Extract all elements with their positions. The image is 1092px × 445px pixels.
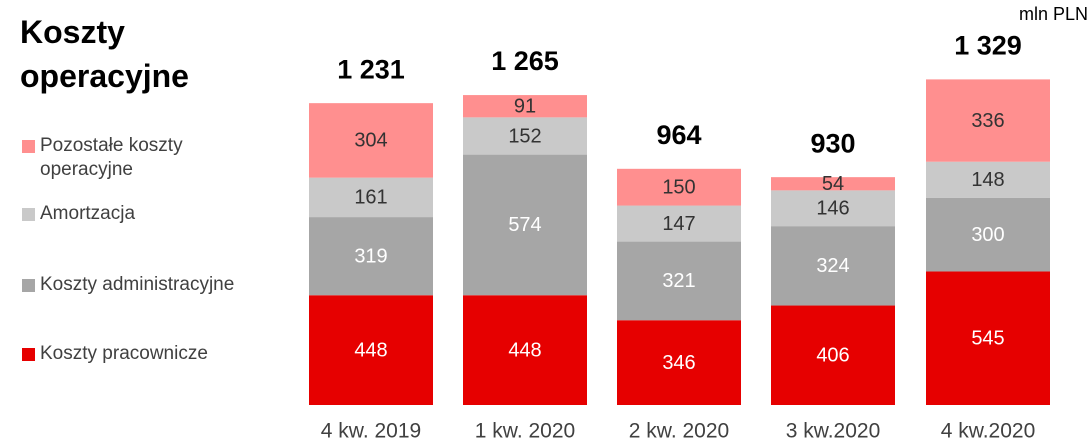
total-label: 1 265 — [491, 46, 559, 76]
value-label: 54 — [822, 173, 844, 195]
value-label: 574 — [508, 214, 541, 236]
value-label: 91 — [514, 96, 536, 118]
bar-segment — [463, 95, 587, 118]
value-label: 319 — [354, 245, 387, 267]
x-tick-label: 1 kw. 2020 — [475, 420, 575, 443]
unit-label: mln PLN — [1018, 4, 1088, 24]
bar-segment — [309, 295, 433, 405]
bar-segment — [926, 79, 1050, 162]
value-label: 147 — [662, 213, 695, 235]
value-label: 146 — [816, 198, 849, 220]
bar-segment — [771, 177, 895, 191]
bar-segment — [926, 161, 1050, 198]
bar-segment — [926, 271, 1050, 405]
chart-title: Koszty operacyjne — [20, 14, 189, 94]
total-label: 930 — [810, 128, 855, 158]
legend-item: Amortzacja — [22, 202, 280, 226]
legend-item: Koszty administracyjne — [22, 273, 280, 297]
x-tick-label: 4 kw. 2019 — [321, 420, 421, 443]
bar-segment — [309, 177, 433, 218]
x-tick-label: 2 kw. 2020 — [629, 420, 729, 443]
total-label: 1 329 — [954, 31, 1022, 61]
bar-segment — [771, 226, 895, 306]
bar-segment — [617, 168, 741, 206]
legend-label: Koszty pracownicze — [40, 343, 208, 364]
total-label: 1 231 — [337, 55, 405, 85]
legend-swatch — [22, 279, 35, 292]
bar-segment — [617, 241, 741, 321]
legend-label: Pozostałe koszty operacyjne — [40, 135, 183, 180]
bar-segment — [463, 117, 587, 155]
value-label: 324 — [816, 255, 849, 277]
legend-item: Pozostałe koszty operacyjne — [22, 134, 280, 182]
total-label: 964 — [656, 120, 701, 150]
value-label: 406 — [816, 345, 849, 367]
value-label: 448 — [354, 339, 387, 361]
value-label: 336 — [971, 110, 1004, 132]
value-label: 321 — [662, 270, 695, 292]
bar-segment — [309, 217, 433, 296]
bar-segment — [771, 190, 895, 227]
value-label: 161 — [354, 187, 387, 209]
bar-segment — [926, 197, 1050, 272]
legend-label: Koszty administracyjne — [40, 274, 235, 295]
legend-item: Koszty pracownicze — [22, 342, 280, 366]
legend-swatch — [22, 348, 35, 361]
value-label: 300 — [971, 224, 1004, 246]
value-label: 152 — [508, 125, 541, 147]
bar-segment — [771, 305, 895, 405]
bar-segment — [617, 320, 741, 405]
bar-segment — [463, 154, 587, 296]
value-label: 304 — [354, 130, 387, 152]
value-label: 148 — [971, 169, 1004, 191]
value-label: 448 — [508, 339, 541, 361]
value-label: 150 — [662, 176, 695, 198]
value-label: 346 — [662, 352, 695, 374]
bar-segment — [617, 205, 741, 242]
legend-label: Amortzacja — [40, 203, 136, 224]
legend-swatch — [22, 140, 35, 153]
bar-segment — [309, 103, 433, 178]
x-tick-label: 4 kw.2020 — [941, 420, 1036, 443]
bar-segment — [463, 295, 587, 405]
value-label: 545 — [971, 328, 1004, 350]
legend-swatch — [22, 208, 35, 221]
x-tick-label: 3 kw.2020 — [786, 420, 881, 443]
